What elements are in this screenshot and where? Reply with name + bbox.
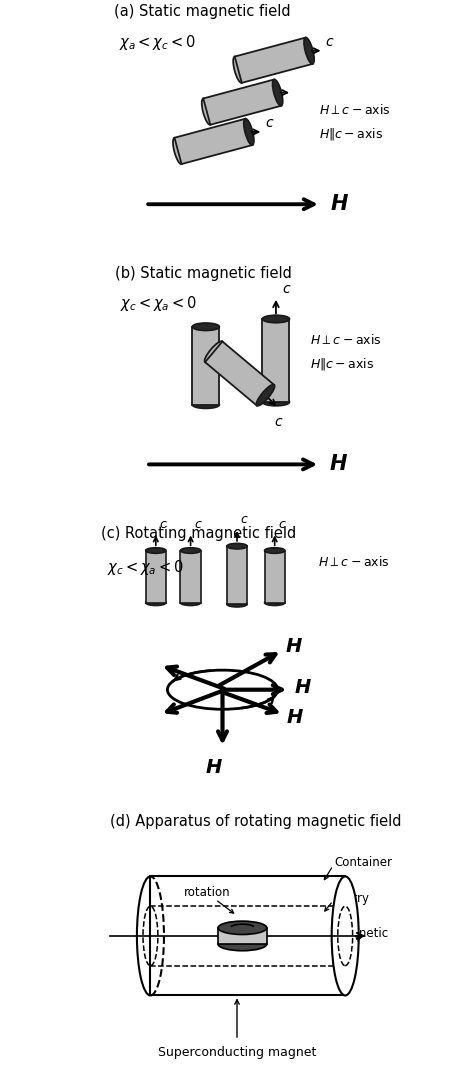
Ellipse shape — [227, 543, 247, 549]
Text: $H \perp c-$axis: $H \perp c-$axis — [318, 555, 390, 569]
Text: $c$: $c$ — [265, 116, 274, 130]
Text: $H \perp c-$axis: $H \perp c-$axis — [310, 333, 381, 346]
Ellipse shape — [202, 98, 212, 124]
Text: $\chi_c < \chi_a < 0$: $\chi_c < \chi_a < 0$ — [120, 294, 197, 314]
Text: Superconducting magnet: Superconducting magnet — [158, 1045, 316, 1059]
Ellipse shape — [244, 119, 254, 145]
Ellipse shape — [263, 398, 290, 406]
Text: $c$: $c$ — [159, 518, 168, 531]
Polygon shape — [146, 551, 166, 603]
Text: (d) Apparatus of rotating magnetic field: (d) Apparatus of rotating magnetic field — [110, 814, 401, 829]
Polygon shape — [192, 327, 219, 405]
Polygon shape — [150, 876, 345, 995]
Ellipse shape — [304, 38, 314, 64]
Ellipse shape — [146, 547, 166, 553]
Text: $\bfit{H}$: $\bfit{H}$ — [293, 678, 311, 697]
Polygon shape — [264, 551, 285, 603]
Text: $\bfit{H}$: $\bfit{H}$ — [205, 757, 223, 777]
Polygon shape — [181, 551, 201, 603]
Text: (c) Rotating magnetic field: (c) Rotating magnetic field — [100, 526, 296, 541]
Text: rotation: rotation — [184, 886, 230, 899]
Ellipse shape — [332, 876, 359, 995]
Text: $\chi_a < \chi_c < 0$: $\chi_a < \chi_c < 0$ — [119, 32, 196, 52]
Ellipse shape — [263, 315, 290, 322]
Ellipse shape — [173, 137, 183, 164]
Ellipse shape — [264, 547, 285, 553]
Ellipse shape — [227, 602, 247, 607]
Polygon shape — [174, 119, 252, 164]
Text: $H \| c-$axis: $H \| c-$axis — [310, 356, 374, 372]
Polygon shape — [205, 342, 274, 406]
Text: $\bfit{H}$: $\bfit{H}$ — [329, 454, 348, 474]
Text: Magnetic: Magnetic — [334, 926, 389, 940]
Ellipse shape — [218, 937, 267, 951]
Polygon shape — [227, 546, 247, 604]
Text: $H \perp c-$axis: $H \perp c-$axis — [319, 103, 391, 117]
Polygon shape — [218, 928, 267, 944]
Ellipse shape — [181, 547, 201, 553]
Polygon shape — [263, 319, 290, 403]
Text: $c$: $c$ — [278, 518, 287, 531]
Polygon shape — [235, 38, 312, 83]
Text: (b) Static magnetic field: (b) Static magnetic field — [115, 266, 292, 280]
Text: Container: Container — [334, 856, 392, 870]
Text: $\bfit{H}$: $\bfit{H}$ — [285, 636, 303, 656]
Ellipse shape — [264, 599, 285, 606]
Ellipse shape — [192, 324, 219, 330]
Text: $c$: $c$ — [325, 35, 335, 49]
Ellipse shape — [192, 401, 219, 408]
Ellipse shape — [256, 384, 274, 406]
Ellipse shape — [233, 56, 243, 83]
Ellipse shape — [218, 921, 267, 935]
Text: $\bfit{H}$: $\bfit{H}$ — [286, 708, 304, 727]
Text: $H \| c-$axis: $H \| c-$axis — [319, 126, 384, 142]
Ellipse shape — [181, 599, 201, 606]
Text: $c$: $c$ — [240, 514, 249, 527]
Text: Slurry: Slurry — [334, 892, 369, 905]
Ellipse shape — [205, 341, 223, 362]
Text: $\chi_c < \chi_a < 0$: $\chi_c < \chi_a < 0$ — [107, 558, 183, 577]
Text: $\bfit{H}$: $\bfit{H}$ — [330, 195, 349, 214]
Text: (a) Static magnetic field: (a) Static magnetic field — [114, 4, 291, 18]
Text: $c$: $c$ — [194, 518, 203, 531]
Text: field: field — [334, 942, 360, 956]
Text: $c$: $c$ — [273, 414, 283, 428]
Text: $c$: $c$ — [282, 281, 291, 295]
Ellipse shape — [273, 79, 283, 106]
Polygon shape — [203, 79, 281, 124]
Ellipse shape — [146, 599, 166, 606]
